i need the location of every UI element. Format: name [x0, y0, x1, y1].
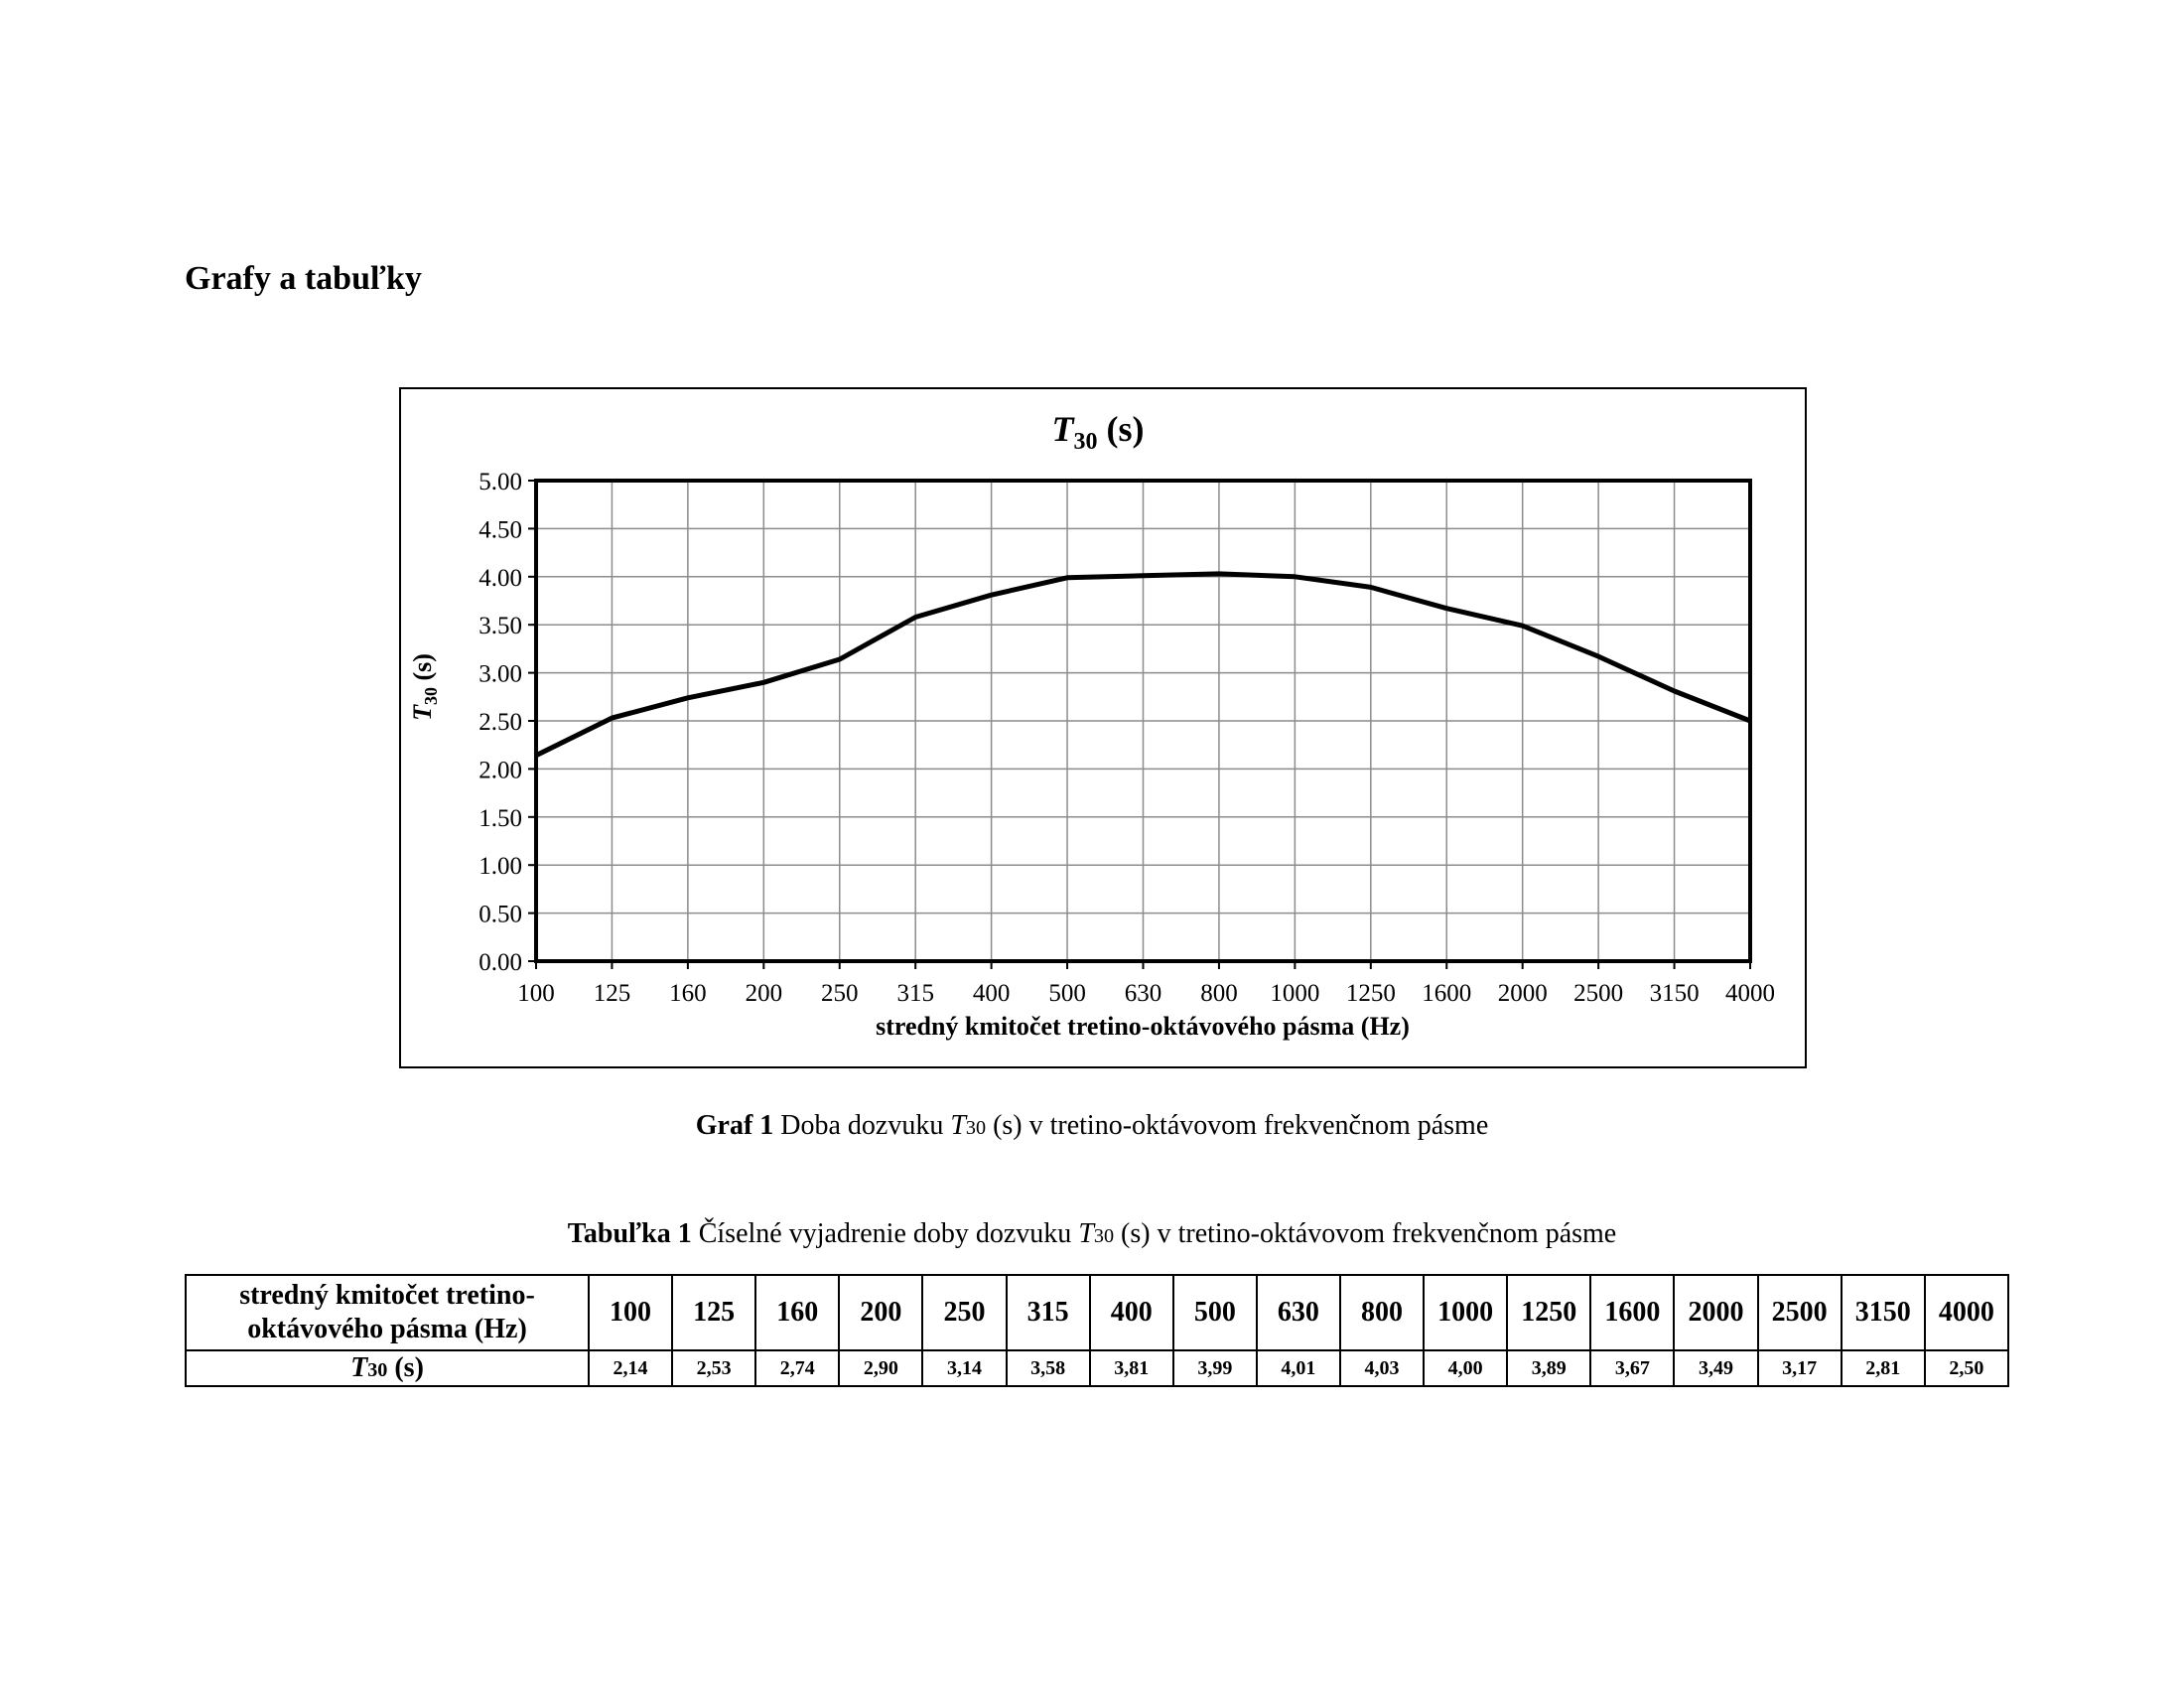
y-tick-label: 3.00 [478, 661, 522, 688]
table-frequency-cell: 160 [754, 1274, 841, 1351]
table-frequency-cell: 4000 [1923, 1274, 2010, 1351]
x-tick-label: 2000 [1498, 980, 1548, 1007]
table-frequency-cell: 250 [921, 1274, 1008, 1351]
table-frequency-cell: 500 [1171, 1274, 1258, 1351]
x-tick-label: 1250 [1346, 980, 1396, 1007]
table-row-label: T30 (s) [185, 1349, 590, 1387]
y-tick-label: 3.50 [478, 613, 522, 639]
x-tick-label: 4000 [1725, 980, 1775, 1007]
table-frequency-cell: 100 [587, 1274, 674, 1351]
x-axis-ticks: 100 125 160 200 250 315 400 500 630 800 1000 1250 16… [517, 961, 1775, 1007]
graph-caption: Graf 1 Doba dozvuku T30 (s) v tretino-ok… [695, 1110, 1489, 1141]
table-value-cell: 2,14 [587, 1349, 674, 1387]
x-axis-label: stredný kmitočet tretino-oktávového pásm… [876, 1012, 1410, 1041]
table-frequency-cell: 2000 [1673, 1274, 1759, 1351]
x-tick-label: 3150 [1650, 980, 1700, 1007]
table-frequency-cell: 1600 [1589, 1274, 1676, 1351]
table-value-cell: 3,89 [1506, 1349, 1592, 1387]
x-tick-label: 1000 [1270, 980, 1319, 1007]
x-tick-label: 250 [821, 980, 859, 1007]
table-value-cell: 2,90 [838, 1349, 924, 1387]
table-header-label: stredný kmitočet tretino-oktávového pásm… [185, 1274, 590, 1351]
x-tick-label: 1600 [1422, 980, 1471, 1007]
x-tick-label: 125 [594, 980, 631, 1007]
x-tick-label: 100 [517, 980, 555, 1007]
table-frequency-cell: 315 [1005, 1274, 1091, 1351]
table-value-cell: 3,49 [1673, 1349, 1759, 1387]
gridlines [535, 480, 1751, 962]
t30-data-table: stredný kmitočet tretino-oktávového pásm… [185, 1274, 2010, 1387]
y-tick-label: 0.50 [478, 902, 522, 928]
table-value-cell: 3,99 [1171, 1349, 1258, 1387]
table-header-row: stredný kmitočet tretino-oktávového pásm… [185, 1274, 2010, 1351]
table-frequency-cell: 200 [838, 1274, 924, 1351]
x-tick-label: 315 [896, 980, 934, 1007]
x-tick-label: 800 [1200, 980, 1238, 1007]
chart-frame: T30 (s) 0.00 0.50 1.00 1.50 2.00 2.50 3.00 3.50… [399, 387, 1807, 1068]
y-tick-label: 2.50 [478, 709, 522, 736]
y-tick-label: 5.00 [478, 469, 522, 495]
table-value-cell: 4,03 [1338, 1349, 1426, 1387]
table-value-cell: 2,74 [754, 1349, 841, 1387]
table-value-cell: 3,81 [1088, 1349, 1174, 1387]
table-frequency-cell: 400 [1088, 1274, 1174, 1351]
table-value-cell: 3,58 [1005, 1349, 1091, 1387]
table-value-cell: 3,17 [1756, 1349, 1843, 1387]
table-frequency-cell: 800 [1338, 1274, 1426, 1351]
x-tick-label: 200 [746, 980, 783, 1007]
table-frequency-cell: 3150 [1840, 1274, 1926, 1351]
table-value-cell: 2,81 [1840, 1349, 1926, 1387]
y-tick-label: 4.50 [478, 516, 522, 543]
table-value-cell: 2,53 [671, 1349, 757, 1387]
y-tick-label: 0.00 [478, 949, 522, 976]
table-value-cell: 4,01 [1255, 1349, 1341, 1387]
table-value-cell: 4,00 [1423, 1349, 1509, 1387]
chart-title: T30 (s) [1052, 409, 1145, 455]
table-value-cell: 2,50 [1923, 1349, 2010, 1387]
plot-area-border [534, 479, 1752, 963]
table-value-cell: 3,14 [921, 1349, 1008, 1387]
x-tick-label: 400 [973, 980, 1011, 1007]
table-caption: Tabuľka 1 Číselné vyjadrenie doby dozvuk… [567, 1218, 1617, 1249]
x-tick-label: 630 [1125, 980, 1162, 1007]
y-tick-label: 2.00 [478, 757, 522, 783]
y-tick-label: 4.00 [478, 565, 522, 592]
y-axis-label: T30 (s) [408, 653, 441, 721]
graph-caption-label: Graf 1 [695, 1110, 774, 1141]
table-values-row: T30 (s) 2,14 2,53 2,74 2,90 3,14 3,58 3,81 3,99… [185, 1349, 2010, 1387]
t30-line-chart: T30 (s) 0.00 0.50 1.00 1.50 2.00 2.50 3.00 3.50… [408, 409, 1775, 1041]
x-tick-label: 2500 [1573, 980, 1623, 1007]
table-frequency-cell: 2500 [1756, 1274, 1843, 1351]
table-frequency-cell: 1250 [1506, 1274, 1592, 1351]
table-frequency-cell: 630 [1255, 1274, 1341, 1351]
table-caption-label: Tabuľka 1 [567, 1218, 692, 1249]
page-heading: Grafy a tabuľky [185, 260, 422, 297]
table-frequency-cell: 1000 [1423, 1274, 1509, 1351]
y-tick-label: 1.00 [478, 853, 522, 880]
x-tick-label: 500 [1048, 980, 1086, 1007]
x-tick-label: 160 [669, 980, 707, 1007]
table-frequency-cell: 125 [671, 1274, 757, 1351]
y-axis-ticks: 0.00 0.50 1.00 1.50 2.00 2.50 3.00 3.50 4.00 4.50… [478, 469, 536, 976]
y-tick-label: 1.50 [478, 805, 522, 832]
table-value-cell: 3,67 [1589, 1349, 1676, 1387]
